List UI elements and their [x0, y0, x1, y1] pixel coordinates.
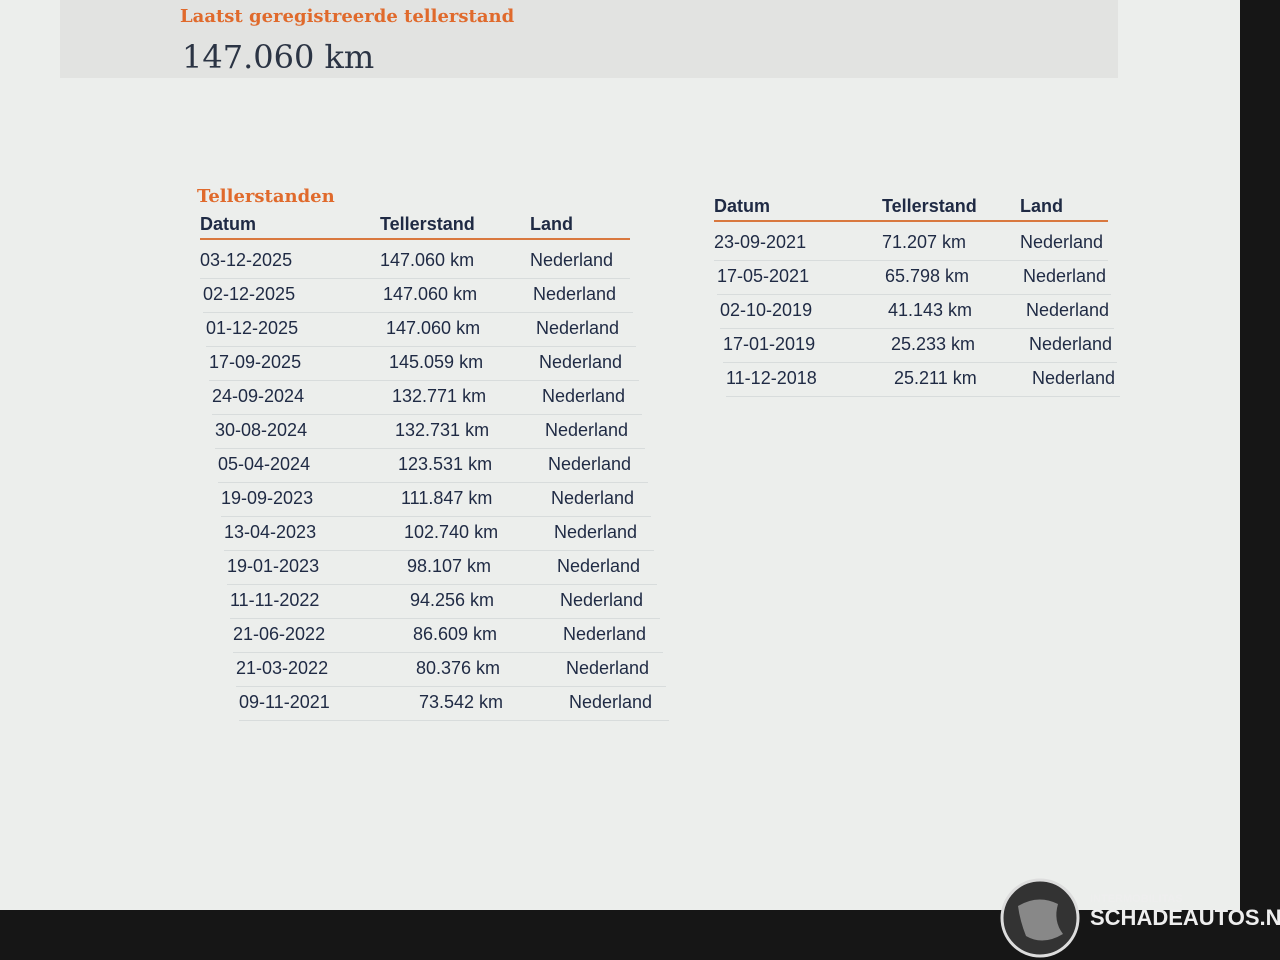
table-row: 19-09-2023 111.847 km Nederland: [221, 482, 651, 517]
table-cell: 11-12-2018: [726, 368, 817, 388]
screen: Laatst geregistreerde tellerstand 147.06…: [0, 0, 1240, 910]
table-cell: Nederland: [563, 624, 647, 644]
table-cell: 71.207 km: [882, 232, 967, 252]
table-cell: 73.542 km: [419, 692, 504, 712]
table-row: 17-09-2025 145.059 km Nederland: [209, 346, 639, 381]
table-row: 17-05-2021 65.798 km Nederland: [717, 260, 1111, 295]
table-cell: Nederland: [569, 692, 653, 712]
table-cell: 98.107 km: [407, 556, 492, 576]
table-row: 21-03-2022 80.376 km Nederland: [236, 652, 666, 687]
table-cell: Nederland: [1020, 232, 1104, 252]
mileage-table: Datum Tellerstand Land 03-12-2025 147.060 km…: [200, 214, 669, 722]
logo-globe: [1000, 878, 1080, 958]
table-row: 11-12-2018 25.211 km Nederland: [726, 362, 1120, 397]
table-cell: 02-10-2019: [720, 300, 813, 320]
watermark-top: INTERMOBILITAS: [1090, 893, 1183, 905]
table-row: 11-11-2022 94.256 km Nederland: [230, 584, 660, 619]
table-cell: 111.847 km: [401, 488, 493, 508]
header-rule: [200, 238, 630, 240]
table-cell: 05-04-2024: [218, 454, 311, 474]
column-header: Tellerstand: [882, 196, 977, 216]
table-cell: 94.256 km: [410, 590, 495, 610]
watermark-main: SCHADEAUTOS.NL: [1090, 905, 1280, 930]
table-cell: Nederland: [551, 488, 635, 508]
table-cell: 19-09-2023: [221, 488, 314, 508]
table-cell: 86.609 km: [413, 624, 498, 644]
table-cell: Nederland: [1032, 368, 1116, 388]
table-cell: 80.376 km: [416, 658, 501, 678]
table-row: 01-12-2025 147.060 km Nederland: [206, 312, 636, 347]
table-cell: 41.143 km: [888, 300, 973, 320]
table-row: 09-11-2021 73.542 km Nederland: [239, 686, 669, 721]
table-cell: 132.771 km: [392, 386, 487, 406]
section-title: Tellerstanden: [197, 186, 335, 207]
column-header: Tellerstand: [380, 214, 475, 234]
table-cell: Nederland: [545, 420, 629, 440]
table-cell: 21-03-2022: [236, 658, 329, 678]
table-cell: Nederland: [533, 284, 617, 304]
table-row: 19-01-2023 98.107 km Nederland: [227, 550, 657, 585]
table-cell: Nederland: [1023, 266, 1107, 286]
table-row: 02-10-2019 41.143 km Nederland: [720, 294, 1114, 329]
table-cell: Nederland: [539, 352, 623, 372]
table-cell: 19-01-2023: [227, 556, 320, 576]
table-row: 13-04-2023 102.740 km Nederland: [224, 516, 654, 551]
table-cell: Nederland: [1029, 334, 1113, 354]
table-cell: Nederland: [536, 318, 620, 338]
table-cell: 65.798 km: [885, 266, 970, 286]
table-cell: 123.531 km: [398, 454, 493, 474]
table-cell: 147.060 km: [386, 318, 481, 338]
table-row: 30-08-2024 132.731 km Nederland: [215, 414, 645, 449]
table-row: 23-09-2021 71.207 km Nederland: [714, 226, 1108, 261]
column-header: Datum: [714, 196, 771, 216]
table-cell: 30-08-2024: [215, 420, 308, 440]
table-cell: 03-12-2025: [200, 250, 293, 270]
table-row: 02-12-2025 147.060 km Nederland: [203, 278, 633, 313]
table-cell: 132.731 km: [395, 420, 490, 440]
table-cell: 09-11-2021: [239, 692, 330, 712]
mileage-table: Datum Tellerstand Land 23-09-2021 71.207 km N…: [714, 196, 1120, 398]
table-cell: 25.233 km: [891, 334, 976, 354]
table-cell: 02-12-2025: [203, 284, 296, 304]
table-cell: Nederland: [530, 250, 614, 270]
header-rule: [714, 220, 1108, 222]
table-cell: 23-09-2021: [714, 232, 807, 252]
column-header: Datum: [200, 214, 257, 234]
table-cell: 145.059 km: [389, 352, 484, 372]
table-row: 17-01-2019 25.233 km Nederland: [723, 328, 1117, 363]
table-cell: Nederland: [566, 658, 650, 678]
table-cell: Nederland: [542, 386, 626, 406]
table-cell: 147.060 km: [383, 284, 478, 304]
column-header: Land: [1020, 196, 1063, 216]
table-cell: Nederland: [560, 590, 644, 610]
header-label: Laatst geregistreerde tellerstand: [180, 6, 515, 27]
table-row: 05-04-2024 123.531 km Nederland: [218, 448, 648, 483]
table-cell: 24-09-2024: [212, 386, 305, 406]
table-cell: Nederland: [1026, 300, 1110, 320]
table-row: 03-12-2025 147.060 km Nederland: [200, 244, 630, 279]
table-cell: Nederland: [554, 522, 638, 542]
table-cell: 21-06-2022: [233, 624, 326, 644]
table-cell: 17-01-2019: [723, 334, 816, 354]
table-cell: 17-05-2021: [717, 266, 810, 286]
table-row: 21-06-2022 86.609 km Nederland: [233, 618, 663, 653]
table-cell: 102.740 km: [404, 522, 499, 542]
header-band: [60, 0, 1118, 78]
table-cell: Nederland: [548, 454, 632, 474]
table-cell: 17-09-2025: [209, 352, 302, 372]
table-cell: 147.060 km: [380, 250, 475, 270]
table-cell: 01-12-2025: [206, 318, 299, 338]
column-header: Land: [530, 214, 573, 234]
table-cell: 25.211 km: [894, 368, 977, 388]
header-value: 147.060 km: [182, 38, 375, 76]
table-cell: 11-11-2022: [230, 590, 320, 610]
table-row: 24-09-2024 132.771 km Nederland: [212, 380, 642, 415]
table-cell: 13-04-2023: [224, 522, 317, 542]
table-cell: Nederland: [557, 556, 641, 576]
